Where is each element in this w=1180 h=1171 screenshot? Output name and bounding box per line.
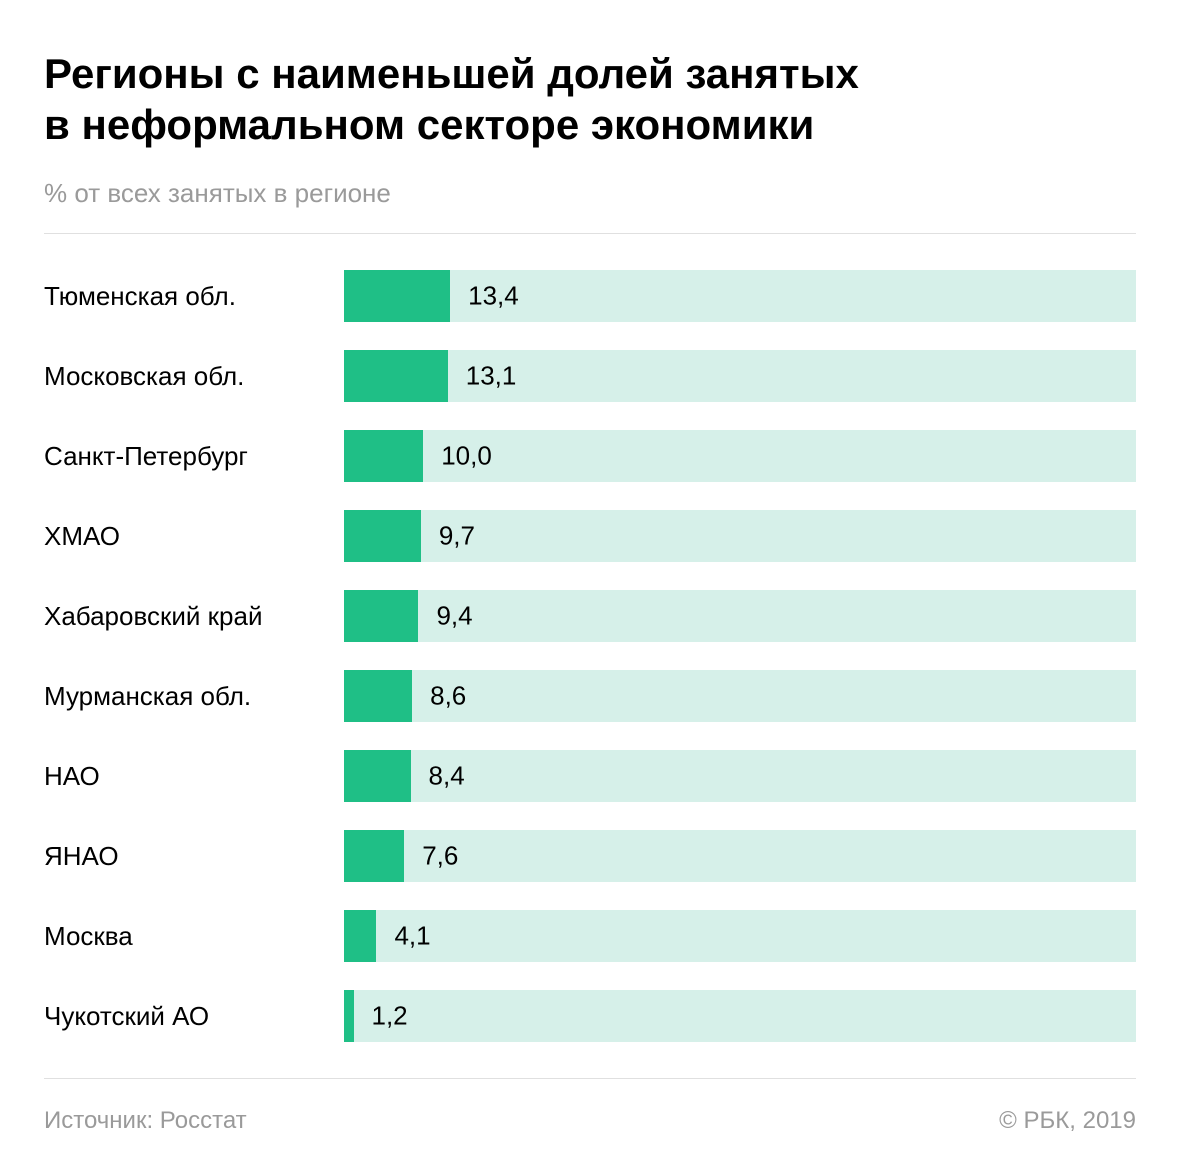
bar-fill: [344, 750, 411, 802]
bar-track: 9,4: [344, 590, 1136, 642]
bar-label: ХМАО: [44, 521, 344, 552]
divider-top: [44, 233, 1136, 234]
bar-label: Москва: [44, 921, 344, 952]
bar-fill: [344, 670, 412, 722]
bar-label: Чукотский АО: [44, 1001, 344, 1032]
bar-label: ЯНАО: [44, 841, 344, 872]
bar-row: Мурманская обл. 8,6: [44, 670, 1136, 722]
bar-row: НАО 8,4: [44, 750, 1136, 802]
bar-fill: [344, 830, 404, 882]
bar-fill: [344, 510, 421, 562]
bar-track: 4,1: [344, 910, 1136, 962]
chart-footer: Источник: Росстат © РБК, 2019: [44, 1107, 1136, 1135]
bar-label: Московская обл.: [44, 361, 344, 392]
chart-title-line1: Регионы с наименьшей долей занятых: [44, 50, 859, 97]
bar-value: 8,6: [430, 681, 466, 712]
bar-fill: [344, 270, 450, 322]
chart-title: Регионы с наименьшей долей занятых в неф…: [44, 48, 1136, 150]
bar-value: 4,1: [394, 921, 430, 952]
bar-fill: [344, 430, 423, 482]
bar-row: Хабаровский край 9,4: [44, 590, 1136, 642]
bar-track: 8,6: [344, 670, 1136, 722]
bar-label: Тюменская обл.: [44, 281, 344, 312]
source-label: Источник: Росстат: [44, 1107, 247, 1135]
chart-title-line2: в неформальном секторе экономики: [44, 101, 814, 148]
bar-track: 8,4: [344, 750, 1136, 802]
bar-chart: Тюменская обл. 13,4 Московская обл. 13,1 Сан…: [44, 270, 1136, 1042]
bar-fill: [344, 350, 448, 402]
divider-bottom: [44, 1078, 1136, 1079]
bar-track: 13,4: [344, 270, 1136, 322]
bar-value: 1,2: [372, 1001, 408, 1032]
chart-subtitle: % от всех занятых в регионе: [44, 178, 1136, 209]
bar-fill: [344, 990, 354, 1042]
bar-value: 13,1: [466, 361, 517, 392]
bar-label: Мурманская обл.: [44, 681, 344, 712]
bar-label: Санкт-Петербург: [44, 441, 344, 472]
bar-value: 7,6: [422, 841, 458, 872]
bar-value: 8,4: [429, 761, 465, 792]
bar-row: ЯНАО 7,6: [44, 830, 1136, 882]
bar-row: Чукотский АО 1,2: [44, 990, 1136, 1042]
bar-track: 9,7: [344, 510, 1136, 562]
bar-label: Хабаровский край: [44, 601, 344, 632]
bar-value: 9,4: [436, 601, 472, 632]
bar-label: НАО: [44, 761, 344, 792]
bar-row: ХМАО 9,7: [44, 510, 1136, 562]
bar-fill: [344, 910, 376, 962]
bar-track: 13,1: [344, 350, 1136, 402]
bar-track: 10,0: [344, 430, 1136, 482]
bar-value: 9,7: [439, 521, 475, 552]
copyright-label: © РБК, 2019: [999, 1107, 1136, 1135]
bar-row: Москва 4,1: [44, 910, 1136, 962]
bar-value: 13,4: [468, 281, 519, 312]
bar-row: Московская обл. 13,1: [44, 350, 1136, 402]
bar-value: 10,0: [441, 441, 492, 472]
bar-fill: [344, 590, 418, 642]
bar-row: Санкт-Петербург 10,0: [44, 430, 1136, 482]
bar-row: Тюменская обл. 13,4: [44, 270, 1136, 322]
bar-track: 7,6: [344, 830, 1136, 882]
bar-track: 1,2: [344, 990, 1136, 1042]
